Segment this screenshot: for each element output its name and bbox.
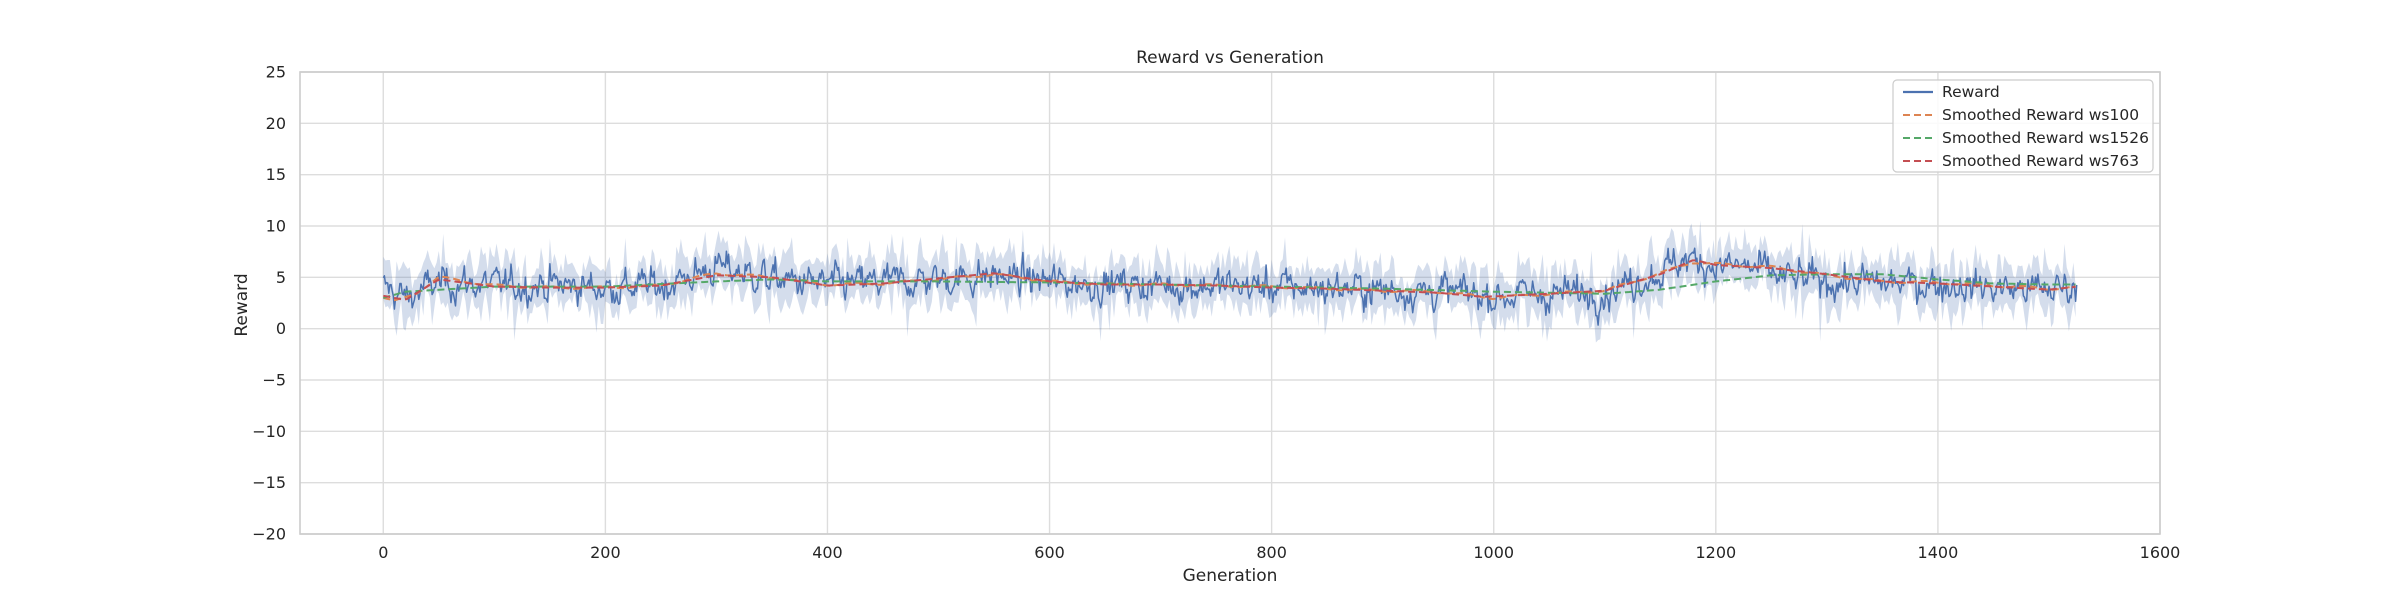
series-ws1526-line bbox=[383, 273, 2076, 299]
series-ws763-line bbox=[383, 259, 2076, 301]
legend-label-ws763: Smoothed Reward ws763 bbox=[1942, 152, 2139, 170]
y-tick-label: 15 bbox=[266, 165, 286, 184]
legend: Reward Smoothed Reward ws100 Smoothed Re… bbox=[1892, 79, 2154, 173]
x-tick-labels: 0 200 400 600 800 1000 1200 1400 1600 bbox=[378, 543, 2180, 562]
legend-label-reward: Reward bbox=[1942, 83, 2000, 101]
x-tick-label: 0 bbox=[378, 543, 388, 562]
plot-frame bbox=[299, 71, 2161, 535]
y-tick-label: 25 bbox=[266, 63, 286, 82]
y-tick-labels: −20 −15 −10 −5 0 5 10 15 20 25 bbox=[252, 63, 286, 544]
y-tick-label: 5 bbox=[276, 268, 286, 287]
y-tick-label: 20 bbox=[266, 114, 286, 133]
legend-label-ws1526: Smoothed Reward ws1526 bbox=[1942, 129, 2149, 147]
legend-box bbox=[1892, 79, 2154, 173]
y-tick-label: −5 bbox=[262, 371, 286, 390]
series-reward-line bbox=[382, 247, 2078, 326]
y-tick-label: 10 bbox=[266, 217, 286, 236]
y-tick-label: −15 bbox=[252, 473, 286, 492]
series-lines bbox=[382, 247, 2078, 326]
y-tick-label: −20 bbox=[252, 525, 286, 544]
x-tick-label: 1600 bbox=[2140, 543, 2181, 562]
x-axis-label: Generation bbox=[1183, 566, 1278, 586]
chart-title: Reward vs Generation bbox=[1136, 48, 1324, 68]
x-tick-label: 200 bbox=[590, 543, 621, 562]
x-tick-label: 800 bbox=[1256, 543, 1287, 562]
y-axis-label: Reward bbox=[232, 273, 252, 336]
x-tick-label: 400 bbox=[812, 543, 843, 562]
y-tick-label: 0 bbox=[276, 319, 286, 338]
x-tick-label: 1000 bbox=[1473, 543, 1514, 562]
x-tick-label: 1400 bbox=[1918, 543, 1959, 562]
x-tick-label: 1200 bbox=[1695, 543, 1736, 562]
y-tick-label: −10 bbox=[252, 422, 286, 441]
x-tick-label: 600 bbox=[1034, 543, 1065, 562]
legend-label-ws100: Smoothed Reward ws100 bbox=[1942, 106, 2139, 124]
